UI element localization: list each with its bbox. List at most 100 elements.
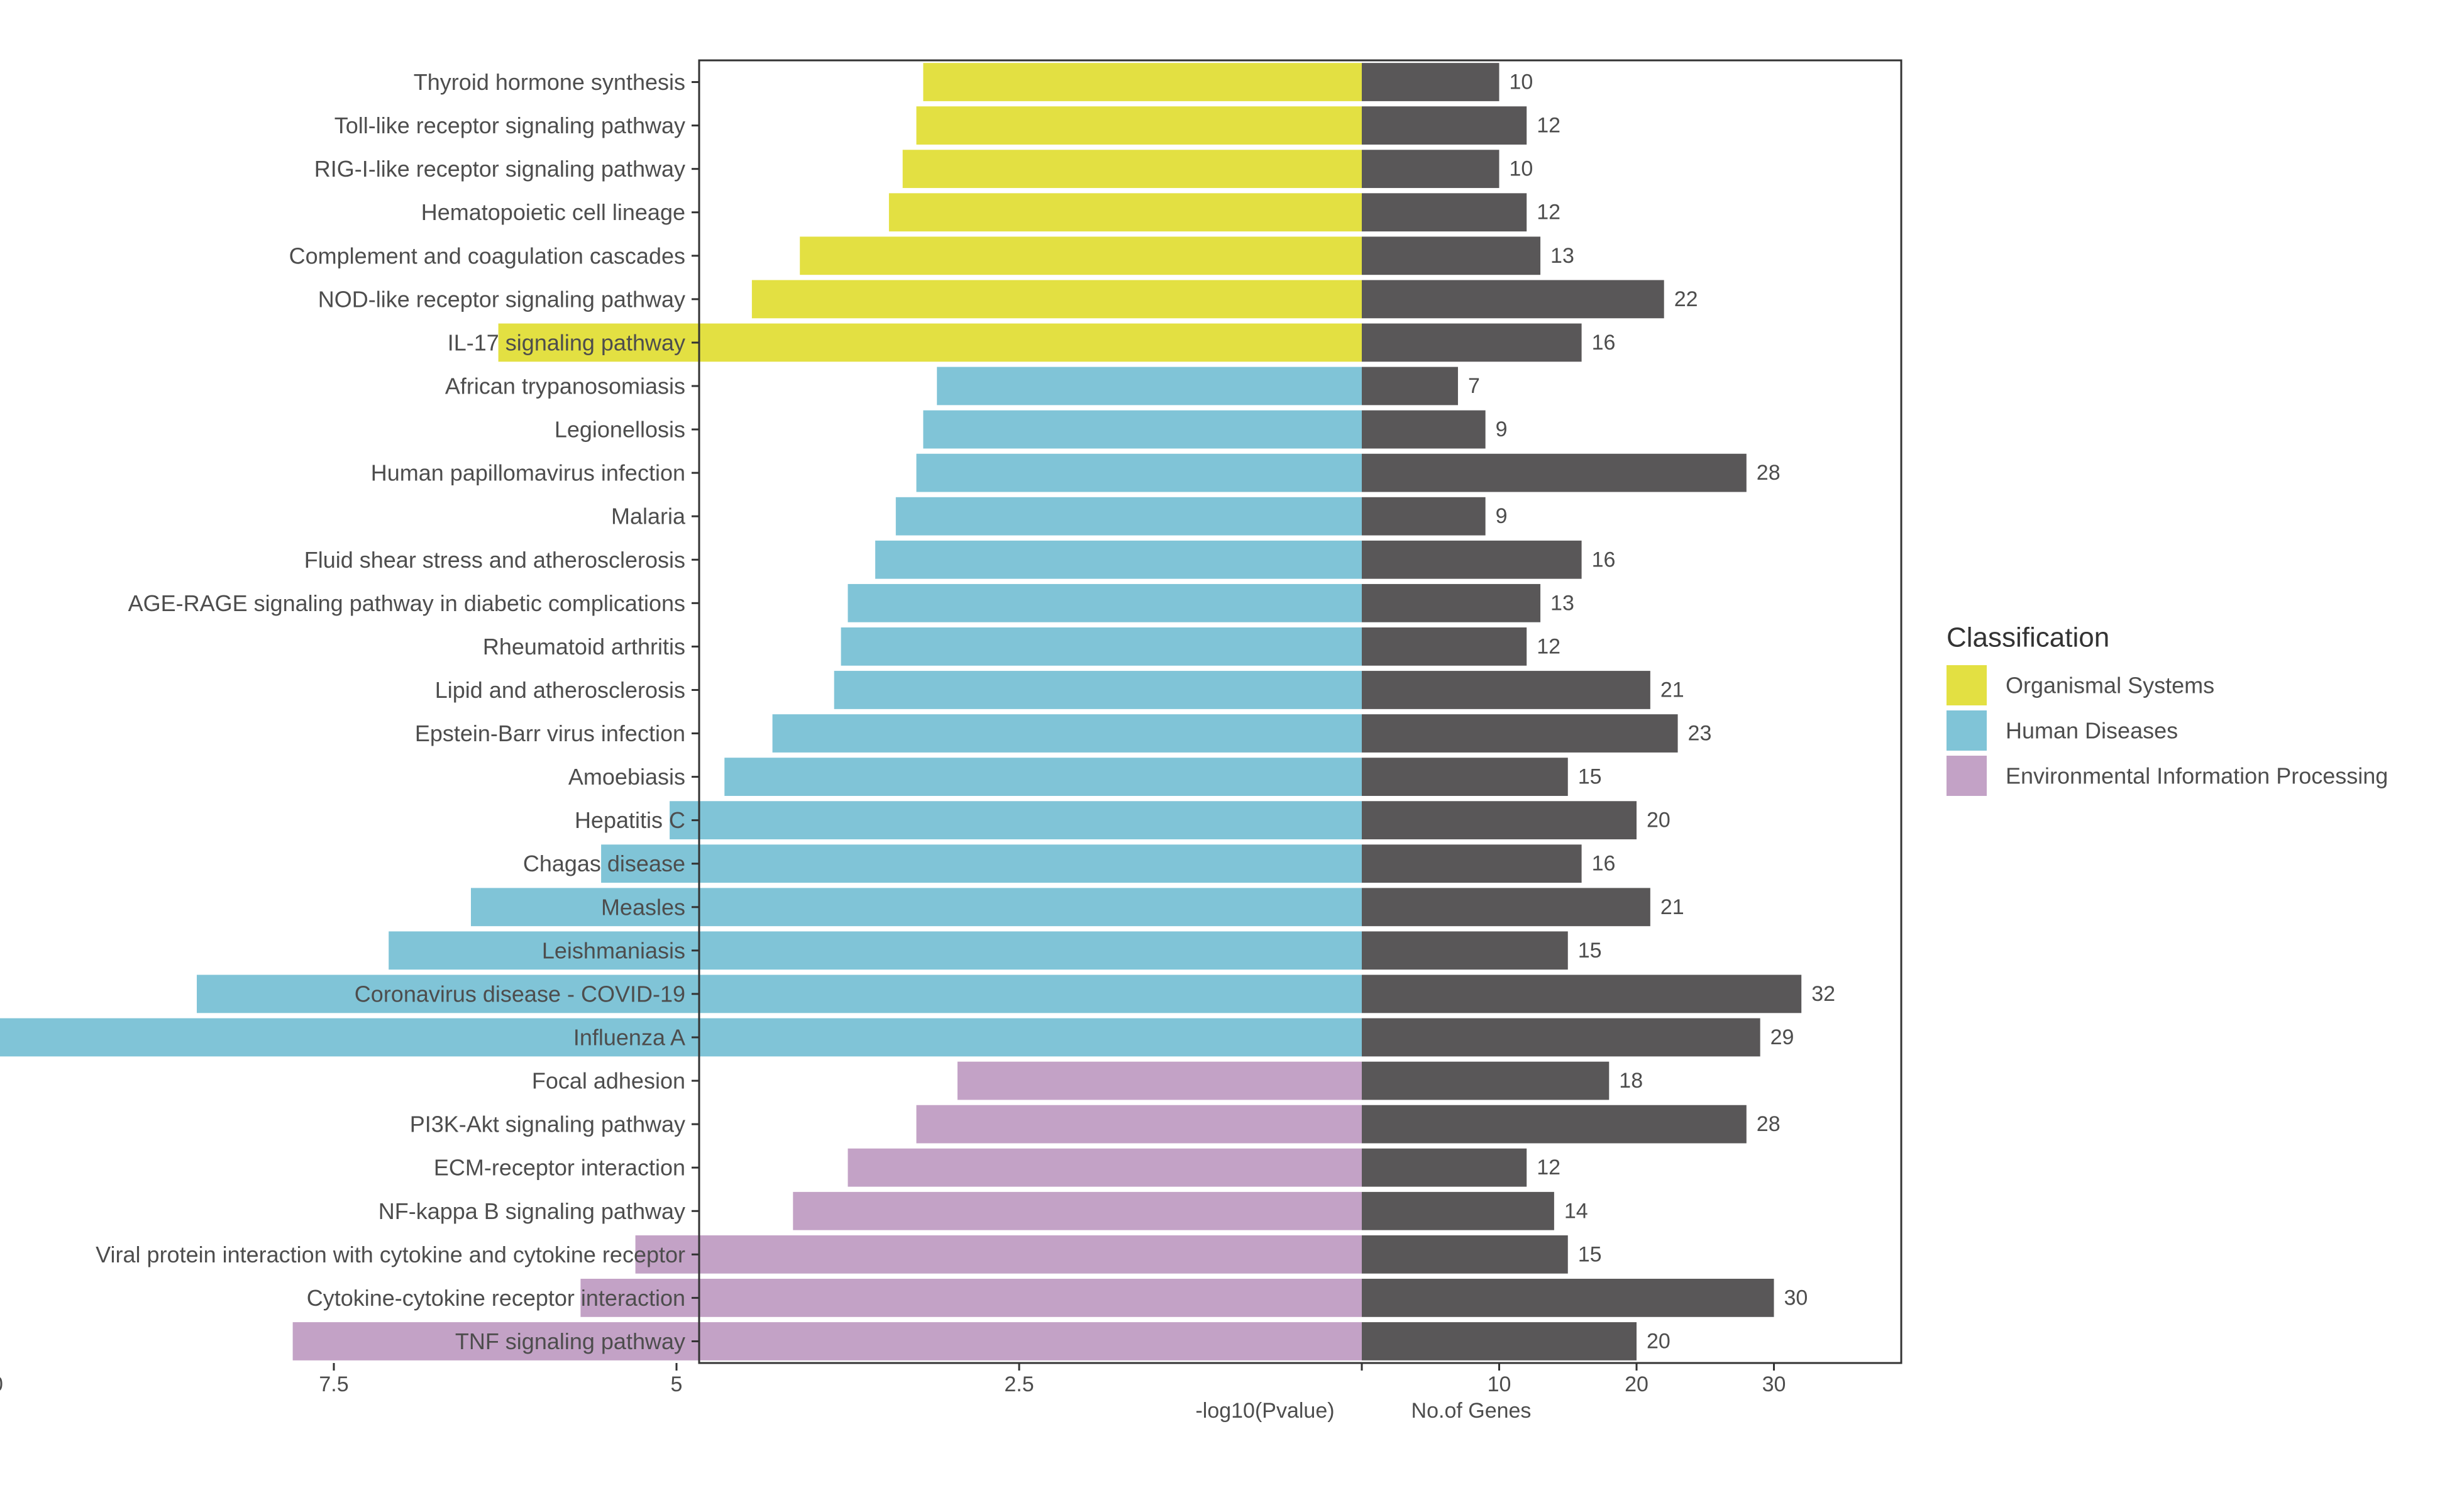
category-label: ECM-receptor interaction bbox=[434, 1155, 685, 1181]
gene-count-bar bbox=[1362, 280, 1664, 319]
gene-count-bar bbox=[1362, 540, 1582, 579]
gene-count-label: 12 bbox=[1537, 634, 1560, 658]
gene-count-bar bbox=[1362, 367, 1458, 406]
gene-count-bar bbox=[1362, 236, 1541, 275]
category-label: AGE-RAGE signaling pathway in diabetic c… bbox=[128, 590, 685, 616]
category-label: Toll-like receptor signaling pathway bbox=[334, 113, 685, 138]
legend: Classification Organismal Systems Human D… bbox=[1947, 622, 2388, 796]
pvalue-bar bbox=[724, 758, 1362, 796]
pvalue-bar bbox=[916, 453, 1362, 492]
gene-count-bar bbox=[1362, 1148, 1527, 1187]
gene-count-bar bbox=[1362, 1061, 1610, 1100]
pvalue-bar bbox=[800, 236, 1362, 275]
gene-count-labels: 1012101213221679289161312212315201621153… bbox=[1468, 70, 1835, 1354]
category-label: NF-kappa B signaling pathway bbox=[378, 1198, 685, 1224]
pvalue-bar bbox=[580, 1279, 1362, 1317]
pvalue-bar bbox=[772, 714, 1362, 753]
x-tick-label: 10 bbox=[0, 1372, 3, 1396]
category-label: NOD-like receptor signaling pathway bbox=[318, 286, 685, 312]
pvalue-bar bbox=[670, 801, 1362, 840]
pvalue-bar bbox=[848, 1148, 1362, 1187]
legend-label: Environmental Information Processing bbox=[2006, 763, 2388, 789]
category-label: Viral protein interaction with cytokine … bbox=[96, 1242, 685, 1267]
gene-count-label: 10 bbox=[1510, 70, 1533, 94]
gene-count-label: 21 bbox=[1660, 895, 1684, 919]
gene-count-bar bbox=[1362, 323, 1582, 362]
category-label: Amoebiasis bbox=[568, 764, 685, 790]
gene-count-bar bbox=[1362, 410, 1486, 449]
category-label: Influenza A bbox=[573, 1025, 685, 1051]
legend-label: Organismal Systems bbox=[2006, 673, 2214, 698]
pvalue-bar bbox=[937, 367, 1362, 406]
gene-count-bar bbox=[1362, 714, 1678, 753]
gene-count-bar bbox=[1362, 1018, 1760, 1057]
gene-count-bar bbox=[1362, 844, 1582, 883]
pvalue-bar bbox=[923, 410, 1362, 449]
legend-swatch bbox=[1947, 665, 1987, 705]
gene-count-label: 22 bbox=[1674, 287, 1698, 311]
gene-count-label: 13 bbox=[1550, 591, 1574, 615]
category-label: African trypanosomiasis bbox=[445, 373, 685, 399]
gene-count-bar bbox=[1362, 888, 1650, 927]
x-tick-label: 20 bbox=[1625, 1372, 1648, 1396]
legend-label: Human Diseases bbox=[2006, 718, 2178, 744]
gene-count-label: 9 bbox=[1496, 417, 1508, 441]
gene-count-label: 28 bbox=[1757, 1112, 1781, 1136]
gene-count-label: 20 bbox=[1647, 1329, 1671, 1353]
gene-count-bar bbox=[1362, 1235, 1568, 1274]
legend-swatch bbox=[1947, 710, 1987, 751]
gene-count-label: 21 bbox=[1660, 678, 1684, 702]
pvalue-bar bbox=[916, 106, 1362, 145]
category-label: Cytokine-cytokine receptor interaction bbox=[307, 1285, 685, 1311]
gene-count-bar bbox=[1362, 1105, 1747, 1144]
category-label: Malaria bbox=[611, 504, 686, 529]
category-label: Leishmaniasis bbox=[542, 937, 685, 963]
category-label: Complement and coagulation cascades bbox=[289, 243, 685, 268]
pvalue-bar bbox=[751, 280, 1362, 319]
pvalue-bar bbox=[923, 63, 1362, 101]
category-label: Chagas disease bbox=[523, 851, 685, 876]
x-tick-label: 30 bbox=[1762, 1372, 1786, 1396]
category-label: Thyroid hormone synthesis bbox=[414, 69, 685, 95]
gene-count-label: 23 bbox=[1688, 722, 1712, 746]
category-label: TNF signaling pathway bbox=[455, 1328, 685, 1354]
gene-count-bar bbox=[1362, 1279, 1774, 1317]
category-label: Measles bbox=[601, 894, 685, 920]
category-label: Lipid and atherosclerosis bbox=[435, 677, 685, 703]
category-label: Hepatitis C bbox=[575, 807, 685, 833]
pvalue-bar bbox=[292, 1322, 1362, 1360]
gene-count-bar bbox=[1362, 453, 1747, 492]
gene-count-bar bbox=[1362, 1322, 1637, 1360]
left-axis-title: -log10(Pvalue) bbox=[1195, 1399, 1334, 1423]
gene-count-bar bbox=[1362, 106, 1527, 145]
gene-count-bar bbox=[1362, 758, 1568, 796]
pvalue-bar bbox=[197, 974, 1362, 1013]
category-label: Legionellosis bbox=[555, 417, 685, 443]
pvalue-bar bbox=[601, 844, 1362, 883]
gene-count-label: 28 bbox=[1757, 461, 1781, 485]
gene-count-label: 10 bbox=[1510, 157, 1533, 181]
category-label: IL-17 signaling pathway bbox=[448, 329, 685, 355]
gene-count-label: 16 bbox=[1592, 548, 1616, 571]
gene-count-label: 12 bbox=[1537, 114, 1560, 138]
gene-count-label: 14 bbox=[1564, 1199, 1588, 1223]
pvalue-bar bbox=[957, 1061, 1362, 1100]
category-label: Rheumatoid arthritis bbox=[483, 634, 685, 659]
gene-count-label: 20 bbox=[1647, 808, 1671, 832]
gene-count-label: 16 bbox=[1592, 852, 1616, 876]
gene-count-label: 12 bbox=[1537, 1156, 1560, 1179]
right-axis-title: No.of Genes bbox=[1411, 1399, 1532, 1423]
gene-count-bar bbox=[1362, 193, 1527, 232]
gene-count-bar bbox=[1362, 150, 1499, 189]
gene-count-label: 18 bbox=[1619, 1069, 1643, 1093]
pvalue-bars bbox=[0, 63, 1362, 1360]
gene-count-bar bbox=[1362, 1191, 1554, 1230]
pvalue-bar bbox=[389, 931, 1362, 970]
legend-swatch bbox=[1947, 756, 1987, 796]
gene-count-bar bbox=[1362, 627, 1527, 666]
gene-count-label: 9 bbox=[1496, 504, 1508, 528]
pvalue-bar bbox=[793, 1191, 1362, 1230]
gene-count-label: 15 bbox=[1578, 765, 1602, 789]
